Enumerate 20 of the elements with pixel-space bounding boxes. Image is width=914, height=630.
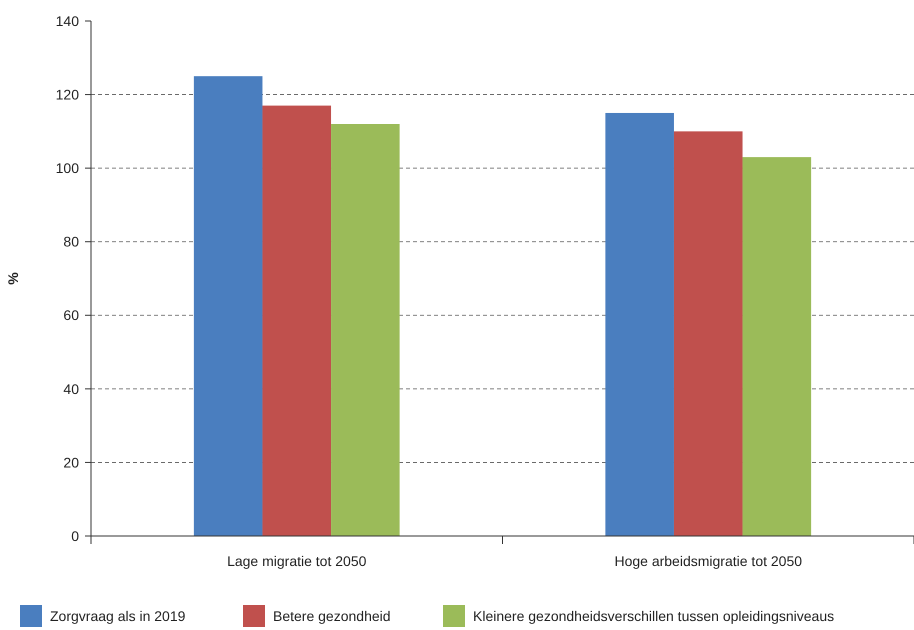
y-tick-label: 140 <box>56 12 80 29</box>
bar <box>742 157 812 536</box>
legend-label: Betere gezondheid <box>273 608 391 624</box>
y-tick-label: 60 <box>63 307 80 324</box>
x-tick-label: Hoge arbeidsmigratie tot 2050 <box>614 553 802 569</box>
legend-label: Kleinere gezondheidsverschillen tussen opleidingsniveaus <box>473 608 834 624</box>
y-axis-title: % <box>5 272 21 285</box>
y-tick-label: 120 <box>56 86 80 102</box>
bar <box>194 76 262 536</box>
y-tick-label: 40 <box>63 380 80 397</box>
y-tick-label: 0 <box>71 528 80 544</box>
bar <box>331 124 400 536</box>
bar <box>605 112 674 536</box>
bar <box>674 131 743 536</box>
y-tick-label: 80 <box>63 234 80 250</box>
x-tick-label: Lage migratie tot 2050 <box>227 553 367 569</box>
bar <box>262 106 332 536</box>
y-tick-label: 20 <box>63 454 80 470</box>
y-tick-label: 100 <box>56 160 80 176</box>
legend-label: Zorgvraag als in 2019 <box>50 608 186 624</box>
